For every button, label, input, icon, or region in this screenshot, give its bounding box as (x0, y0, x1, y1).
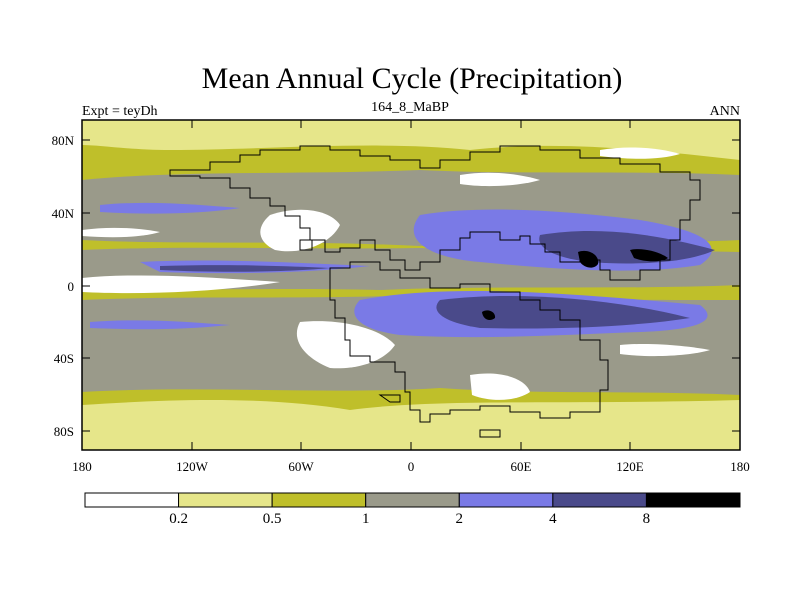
continent-north-outline (169, 145, 701, 281)
colorbar-label: 0.5 (263, 511, 282, 527)
subtitle-left: Expt = teyDh (82, 104, 158, 119)
colorbar-swatch (271, 492, 367, 508)
lat-label: 80S (54, 424, 74, 439)
lat-label: 40S (54, 351, 74, 366)
colorbar-swatch (365, 492, 460, 508)
field-darkblue-itcz (160, 265, 330, 272)
subtitle-center: 164_8_MaBP (371, 100, 449, 115)
field-dry-6 (620, 343, 710, 357)
lon-axis: 180 120W 60W 0 60E 120E 180 (72, 120, 750, 474)
field-dry-2 (82, 275, 280, 294)
lat-label: 0 (68, 279, 75, 294)
field-dry-1 (260, 209, 340, 252)
lon-label: 180 (72, 459, 92, 474)
colorbar-label: 2 (456, 511, 464, 527)
chart-title: Mean Annual Cycle (Precipitation) (202, 62, 623, 95)
field-max-1 (578, 250, 599, 268)
lon-label: 120W (176, 459, 209, 474)
field-dry-5 (470, 373, 530, 400)
lon-label: 180 (730, 459, 750, 474)
field-dry-7 (82, 227, 160, 238)
field-dry-4 (460, 172, 540, 187)
lon-label: 120E (616, 459, 644, 474)
colorbar-label: 0.2 (169, 511, 188, 527)
lon-label: 60E (511, 459, 532, 474)
field-blue-pacific-south (90, 320, 230, 330)
field-arctic-light (82, 120, 740, 160)
colorbar-label: 8 (643, 511, 651, 527)
island-outline-1 (378, 394, 401, 403)
lat-label: 40N (52, 206, 75, 221)
colorbar: 0.2 0.5 1 2 4 8 (84, 492, 741, 527)
lon-label: 60W (288, 459, 314, 474)
colorbar-swatch (178, 492, 273, 508)
continent-south-outline (329, 261, 609, 423)
island-outline-3 (299, 239, 313, 251)
subtitle-right: ANN (710, 104, 740, 119)
colorbar-swatch (458, 492, 554, 508)
field-blue-pacific-north (100, 202, 240, 214)
island-outline-2 (479, 429, 501, 438)
colorbar-label: 1 (362, 511, 370, 527)
field-darkblue-south (436, 296, 690, 329)
colorbar-swatch (552, 492, 647, 508)
precipitation-field (82, 120, 740, 450)
colorbar-swatch (645, 492, 741, 508)
colorbar-label: 4 (549, 511, 557, 527)
field-dry-8 (600, 147, 680, 159)
field-max-2 (630, 249, 668, 262)
lat-label: 80N (52, 133, 75, 148)
colorbar-swatch (84, 492, 180, 508)
lat-axis: 80N 40N 0 40S 80S (52, 133, 740, 439)
lon-label: 0 (408, 459, 415, 474)
field-max-3 (482, 310, 496, 320)
